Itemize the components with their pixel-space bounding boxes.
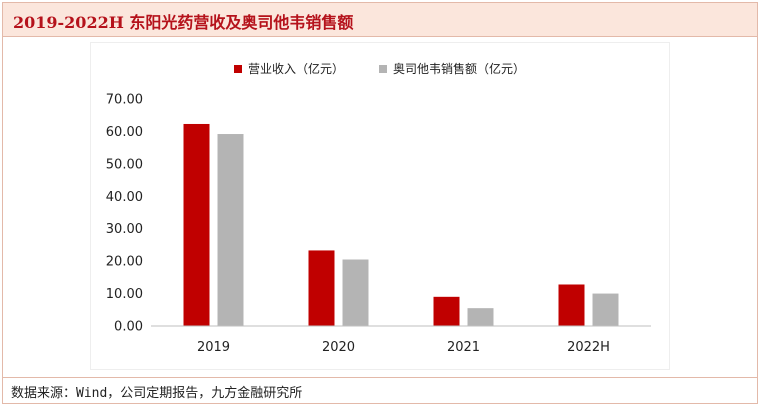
y-tick-label: 10.00 — [106, 287, 143, 302]
legend-swatch-1 — [234, 65, 242, 73]
x-tick-label: 2019 — [197, 340, 230, 355]
y-tick-label: 50.00 — [106, 157, 143, 172]
y-tick-label: 40.00 — [106, 190, 143, 205]
figure-frame — [2, 2, 758, 404]
chart-area: 营业收入（亿元） 奥司他韦销售额（亿元） 0.00 10.00 20.00 30.00 4… — [90, 42, 670, 370]
title-bar: 2019-2022H 东阳光药营收及奥司他韦销售额 — [3, 3, 757, 37]
source-note: 数据来源：Wind，公司定期报告，九方金融研究所 — [11, 386, 303, 401]
bar-2021-series-1 — [433, 296, 460, 326]
bar-2019-series-2 — [217, 134, 244, 326]
bars — [183, 123, 619, 326]
bar-2022H-series-2 — [592, 293, 619, 326]
y-tick-label: 20.00 — [106, 255, 143, 270]
legend-label-1: 营业收入（亿元） — [248, 61, 344, 76]
y-tick-label: 60.00 — [106, 125, 143, 140]
x-axis: 2019 2020 2021 2022H — [151, 325, 651, 355]
x-tick-label: 2022H — [567, 340, 610, 355]
legend-swatch-2 — [379, 65, 387, 73]
bar-2022H-series-1 — [558, 284, 585, 326]
bar-2020-series-2 — [342, 259, 369, 326]
y-axis: 0.00 10.00 20.00 30.00 40.00 50.00 60.00 70.00 — [106, 93, 143, 335]
chart-legend: 营业收入（亿元） 奥司他韦销售额（亿元） — [234, 61, 525, 76]
bar-chart: 营业收入（亿元） 奥司他韦销售额（亿元） 0.00 10.00 20.00 30.00 4… — [106, 61, 651, 355]
y-tick-label: 0.00 — [114, 320, 143, 335]
source-bar: 数据来源：Wind，公司定期报告，九方金融研究所 — [3, 377, 757, 402]
bar-2020-series-1 — [308, 250, 335, 326]
y-tick-label: 70.00 — [106, 93, 143, 108]
legend-label-2: 奥司他韦销售额（亿元） — [393, 61, 525, 76]
figure-title: 2019-2022H 东阳光药营收及奥司他韦销售额 — [13, 13, 354, 32]
bar-2019-series-1 — [183, 123, 210, 326]
bar-2021-series-2 — [467, 308, 494, 326]
y-tick-label: 30.00 — [106, 222, 143, 237]
x-tick-label: 2020 — [322, 340, 355, 355]
x-tick-label: 2021 — [447, 340, 480, 355]
